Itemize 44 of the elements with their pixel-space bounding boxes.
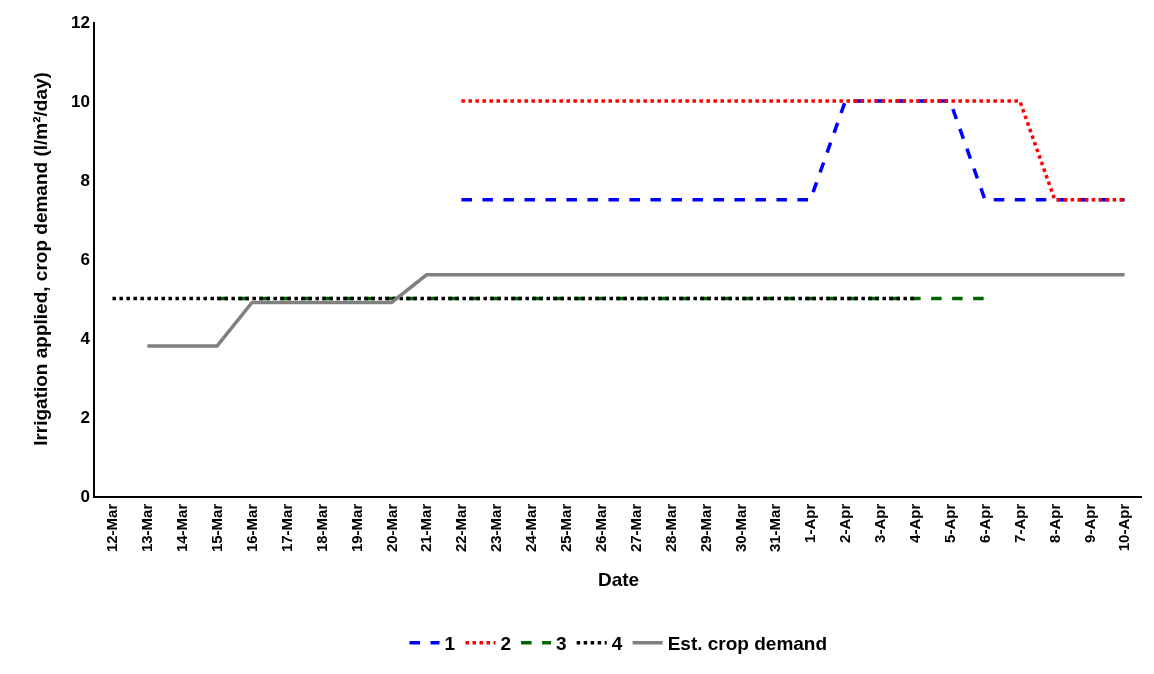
x-tick-label: 12-Mar — [103, 503, 121, 553]
x-tick-label: 17-Mar — [277, 503, 295, 553]
y-tick-label: 0 — [80, 486, 90, 506]
legend-label: 4 — [611, 633, 623, 655]
y-tick-label: 4 — [80, 328, 91, 348]
x-tick-label: 15-Mar — [208, 503, 226, 553]
y-tick-label: 6 — [80, 249, 90, 269]
legend-label: Est. crop demand — [667, 633, 828, 655]
x-tick-label: 27-Mar — [626, 503, 644, 553]
x-tick-label: 28-Mar — [661, 503, 679, 553]
x-tick-label: 19-Mar — [347, 503, 365, 553]
x-tick-label: 10-Apr — [1115, 503, 1133, 552]
x-tick-label: 14-Mar — [173, 503, 191, 553]
x-axis-title: Date — [597, 569, 640, 591]
x-tick-label: 18-Mar — [312, 503, 330, 553]
y-tick-label: 12 — [70, 12, 90, 32]
x-tick-label: 3-Apr — [871, 503, 889, 543]
x-tick-label: 31-Mar — [766, 503, 784, 553]
x-tick-label: 7-Apr — [1010, 503, 1028, 543]
y-tick-label: 8 — [80, 170, 90, 190]
x-tick-label: 8-Apr — [1045, 503, 1063, 543]
y-tick-label: 10 — [70, 91, 90, 111]
legend-label: 3 — [556, 633, 567, 655]
x-tick-label: 13-Mar — [138, 503, 156, 553]
x-tick-label: 6-Apr — [975, 503, 993, 543]
x-tick-label: 4-Apr — [906, 503, 924, 543]
x-tick-label: 5-Apr — [940, 503, 958, 543]
x-tick-label: 16-Mar — [242, 503, 260, 553]
x-tick-label: 23-Mar — [487, 503, 505, 553]
x-tick-label: 9-Apr — [1080, 503, 1098, 543]
x-tick-label: 1-Apr — [801, 503, 819, 543]
x-tick-label: 29-Mar — [696, 503, 714, 553]
legend-label: 1 — [444, 633, 456, 655]
x-tick-label: 20-Mar — [382, 503, 400, 553]
x-tick-label: 30-Mar — [731, 503, 749, 553]
y-tick-label: 2 — [80, 407, 90, 427]
x-tick-label: 21-Mar — [417, 503, 435, 553]
x-tick-label: 26-Mar — [591, 503, 609, 553]
x-tick-label: 25-Mar — [557, 503, 575, 553]
x-tick-label: 22-Mar — [452, 503, 470, 553]
x-tick-label: 24-Mar — [522, 503, 540, 553]
y-axis-title: Irrigation applied, crop demand (l/m²/day) — [30, 72, 52, 446]
x-tick-label: 2-Apr — [836, 503, 854, 543]
legend-label: 2 — [500, 633, 512, 655]
